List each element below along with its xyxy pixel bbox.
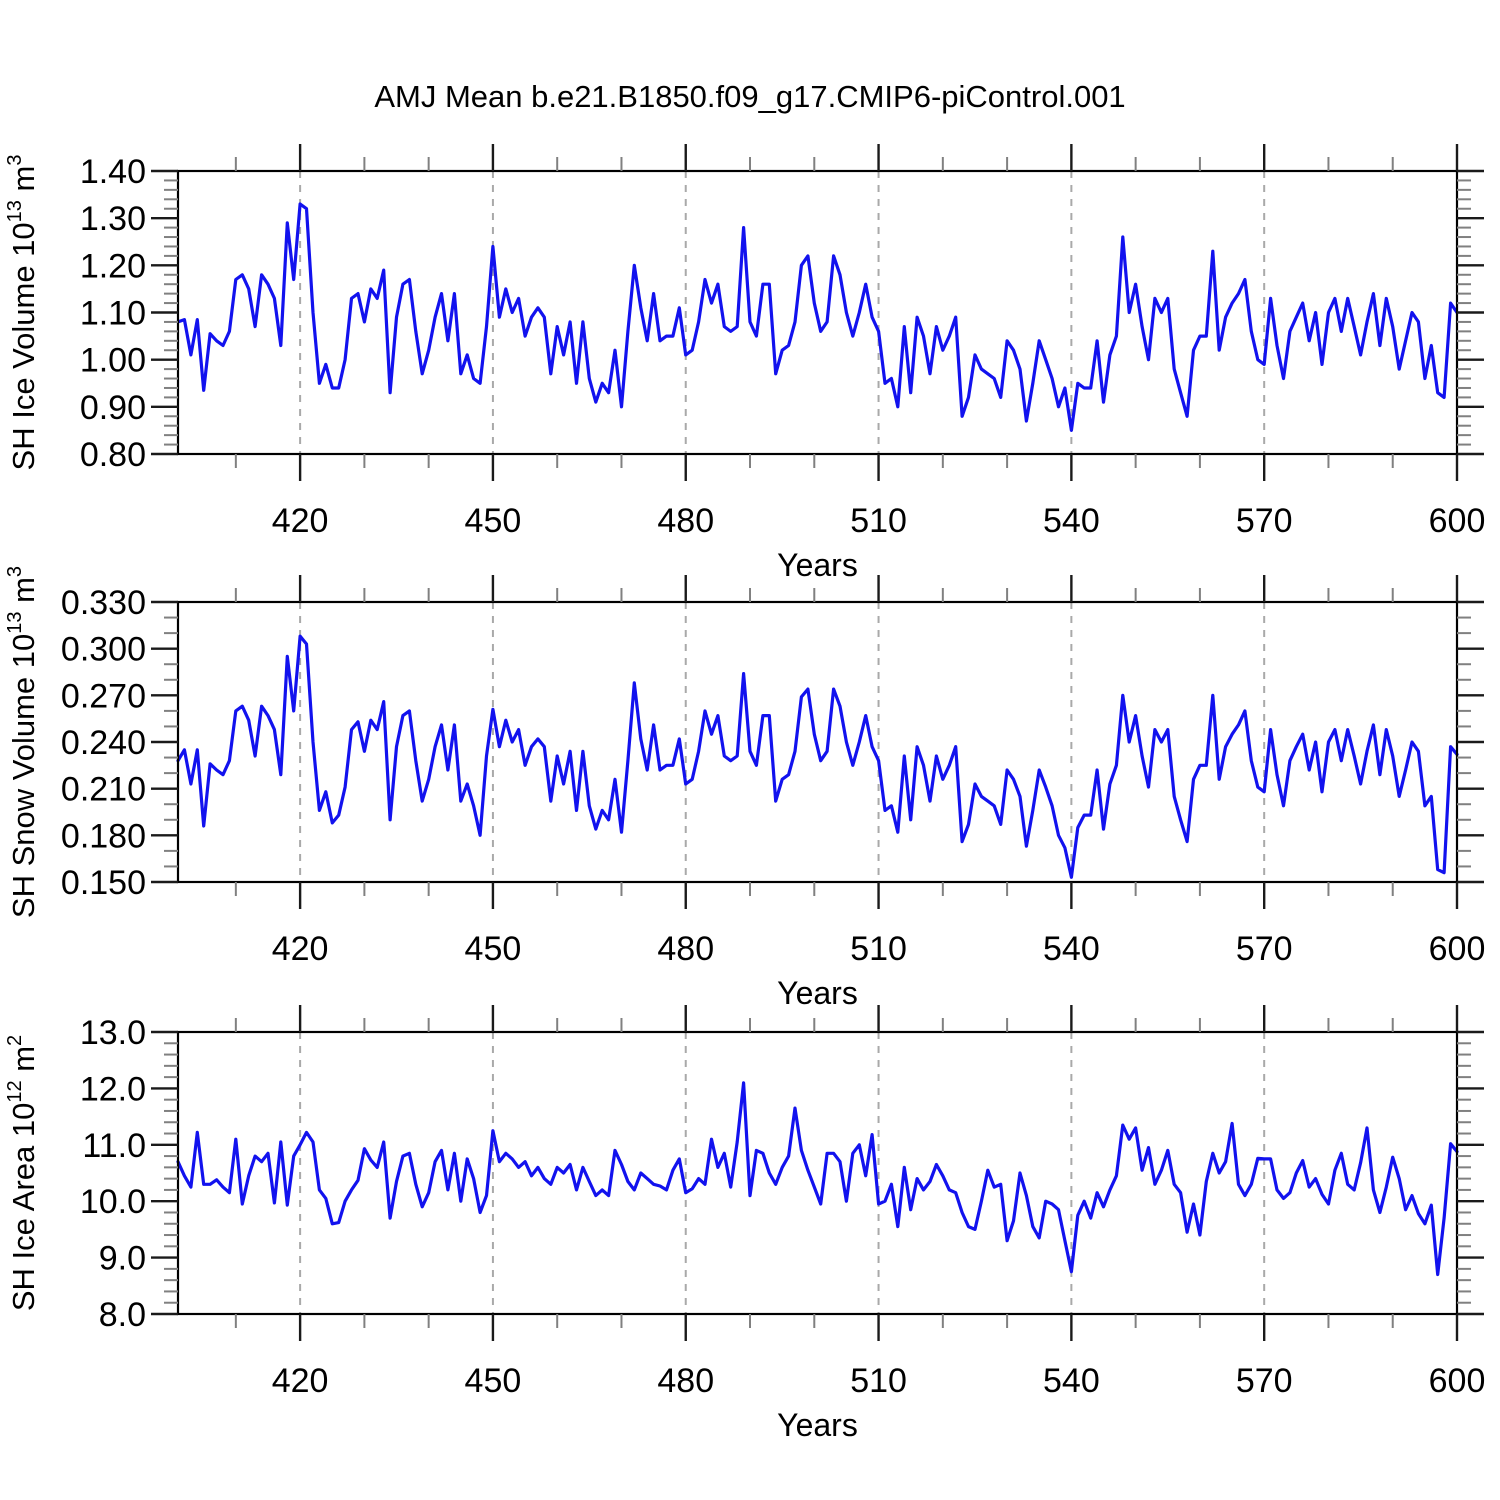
y-tick-label: 1.20: [80, 247, 146, 285]
y-tick-label: 12.0: [80, 1070, 146, 1108]
y-tick-label: 1.00: [80, 342, 146, 380]
chart-sh-snow-volume: 420 450 480 510 540 570 600 0.150 0.180 0.210 0.24…: [4, 566, 1485, 1011]
y-tick-label: 0.80: [80, 436, 146, 474]
x-tick-label: 450: [465, 930, 522, 968]
x-tick-label: 540: [1043, 930, 1100, 968]
x-tick-label: 480: [657, 1362, 714, 1400]
y-tick-label: 11.0: [82, 1127, 146, 1165]
x-axis-title: Years: [777, 547, 858, 583]
y-tick-label: 13.0: [80, 1014, 146, 1052]
x-tick-label: 420: [272, 1362, 329, 1400]
x-axis-title: Years: [777, 1407, 858, 1443]
x-tick-label: 510: [850, 502, 907, 540]
series-line-sh-snow-volume: [176, 634, 1459, 879]
x-tick-label: 450: [465, 1362, 522, 1400]
x-tick-label: 480: [657, 502, 714, 540]
series-line-sh-ice-area: [176, 1081, 1459, 1277]
y-tick-label: 0.90: [80, 389, 146, 427]
x-tick-label: 510: [850, 930, 907, 968]
y-axis-title: SH Snow Volume 1013 m3: [4, 566, 41, 918]
x-tick-label: 450: [465, 502, 522, 540]
y-tick-label: 0.240: [61, 724, 146, 762]
x-tick-label: 600: [1429, 930, 1486, 968]
y-tick-label: 0.330: [61, 584, 146, 622]
y-tick-label: 1.30: [80, 200, 146, 238]
y-axis-title: SH Ice Area 1012 m2: [4, 1035, 41, 1311]
x-tick-label: 570: [1236, 930, 1293, 968]
series-line-sh-ice-volume: [176, 202, 1459, 432]
y-tick-label: 1.10: [80, 295, 146, 333]
y-tick-label: 8.0: [99, 1296, 146, 1334]
chart-sh-ice-area: 420 450 480 510 540 570 600 8.0 9.0 10.0 11.0 12.0 1…: [4, 1005, 1485, 1443]
y-tick-label: 0.270: [61, 677, 146, 715]
x-tick-label: 570: [1236, 1362, 1293, 1400]
x-tick-label: 420: [272, 930, 329, 968]
y-tick-label: 0.210: [61, 771, 146, 809]
x-tick-label: 600: [1429, 1362, 1486, 1400]
chart-sh-ice-volume: 420 450 480 510 540 570 600 0.80 0.90 1.00 1.10 1.2…: [4, 144, 1485, 583]
x-tick-label: 420: [272, 502, 329, 540]
y-axis-title: SH Ice Volume 1013 m3: [4, 155, 41, 471]
x-tick-label: 570: [1236, 502, 1293, 540]
y-tick-label: 9.0: [99, 1240, 146, 1278]
x-tick-label: 540: [1043, 502, 1100, 540]
plot-frame: [176, 1030, 1459, 1316]
x-tick-label: 540: [1043, 1362, 1100, 1400]
y-tick-label: 0.180: [61, 817, 146, 855]
y-tick-label: 1.40: [80, 153, 146, 191]
x-tick-label: 510: [850, 1362, 907, 1400]
x-tick-label: 480: [657, 930, 714, 968]
y-tick-label: 10.0: [80, 1183, 146, 1221]
figure-title: AMJ Mean b.e21.B1850.f09_g17.CMIP6-piCon…: [374, 79, 1125, 114]
y-tick-label: 0.300: [61, 631, 146, 669]
x-tick-label: 600: [1429, 502, 1486, 540]
y-tick-label: 0.150: [61, 864, 146, 902]
x-axis-title: Years: [777, 975, 858, 1011]
